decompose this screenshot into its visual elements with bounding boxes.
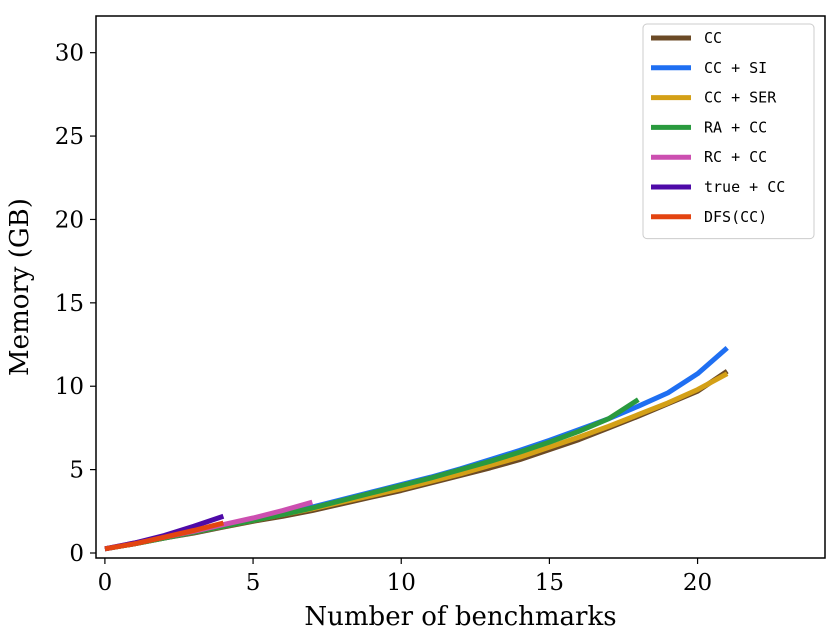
y-axis-label: Memory (GB) [5, 198, 35, 376]
series-line-1 [104, 346, 729, 552]
series-layer [104, 346, 729, 552]
legend-label-4: RC + CC [704, 148, 767, 166]
x-axis-label: Number of benchmarks [304, 602, 616, 632]
y-tick-label-2: 10 [55, 374, 84, 400]
y-tick-label-3: 15 [55, 291, 84, 317]
x-tick-label-1: 5 [246, 570, 261, 596]
legend-label-3: RA + CC [704, 118, 767, 136]
legend: CC CC + SI CC + SER RA + CC RC + CC true + CC… [642, 23, 815, 240]
y-tick-label-5: 25 [55, 124, 84, 150]
x-tick-label-2: 10 [387, 570, 416, 596]
y-tick-label-6: 30 [55, 41, 84, 67]
y-tick-label-1: 5 [69, 458, 84, 484]
x-tick-label-4: 20 [683, 570, 712, 596]
series-line-3 [104, 397, 640, 552]
legend-label-0: CC [704, 29, 722, 47]
legend-label-1: CC + SI [704, 59, 767, 77]
legend-label-5: true + CC [704, 178, 785, 196]
x-tick-label-3: 15 [535, 570, 564, 596]
y-tick-label-4: 20 [55, 207, 84, 233]
x-tick-label-0: 0 [98, 570, 113, 596]
legend-label-6: DFS(CC) [704, 208, 767, 226]
plot-frame [95, 15, 826, 559]
y-tick-label-0: 0 [69, 541, 84, 567]
series-line-6 [104, 520, 225, 552]
ticks-layer: 0 5 10 15 20 0 5 10 15 20 25 30 [55, 41, 712, 596]
legend-label-2: CC + SER [704, 89, 777, 107]
